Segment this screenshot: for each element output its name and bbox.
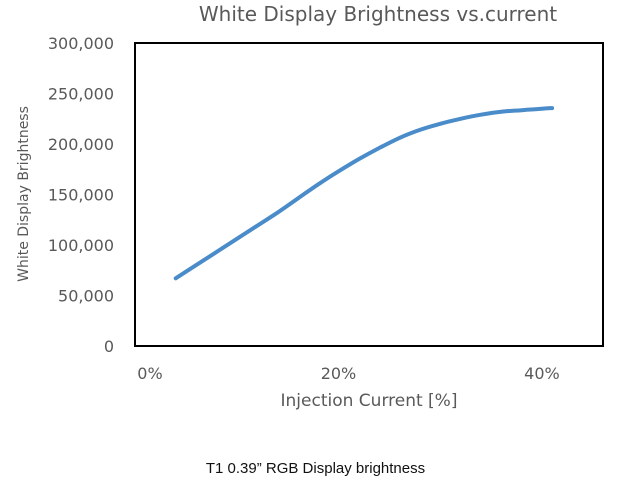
x-tick-label: 0% (137, 364, 162, 383)
y-tick-label: 100,000 (48, 236, 114, 255)
x-axis-label: Injection Current [%] (281, 391, 458, 411)
y-tick-label: 300,000 (48, 34, 114, 53)
x-tick-labels: 0% 20% 40% (137, 364, 559, 383)
y-tick-label: 150,000 (48, 186, 114, 205)
y-tick-label: 250,000 (48, 85, 114, 104)
figure-caption: T1 0.39” RGB Display brightness (205, 460, 426, 477)
x-tick-label: 20% (321, 364, 357, 383)
series-layer (173, 106, 555, 281)
y-tick-labels: 0 50,000 100,000 150,000 200,000 250,000 300,0… (48, 34, 114, 356)
series-line (173, 106, 555, 281)
y-tick-label: 0 (104, 337, 114, 356)
y-axis-label: White Display Brightness (16, 106, 32, 282)
chart-title: White Display Brightness vs.current (199, 2, 557, 26)
plot-area-border (134, 42, 604, 347)
y-tick-label: 50,000 (58, 287, 114, 306)
x-tick-label: 40% (524, 364, 560, 383)
y-tick-label: 200,000 (48, 135, 114, 154)
